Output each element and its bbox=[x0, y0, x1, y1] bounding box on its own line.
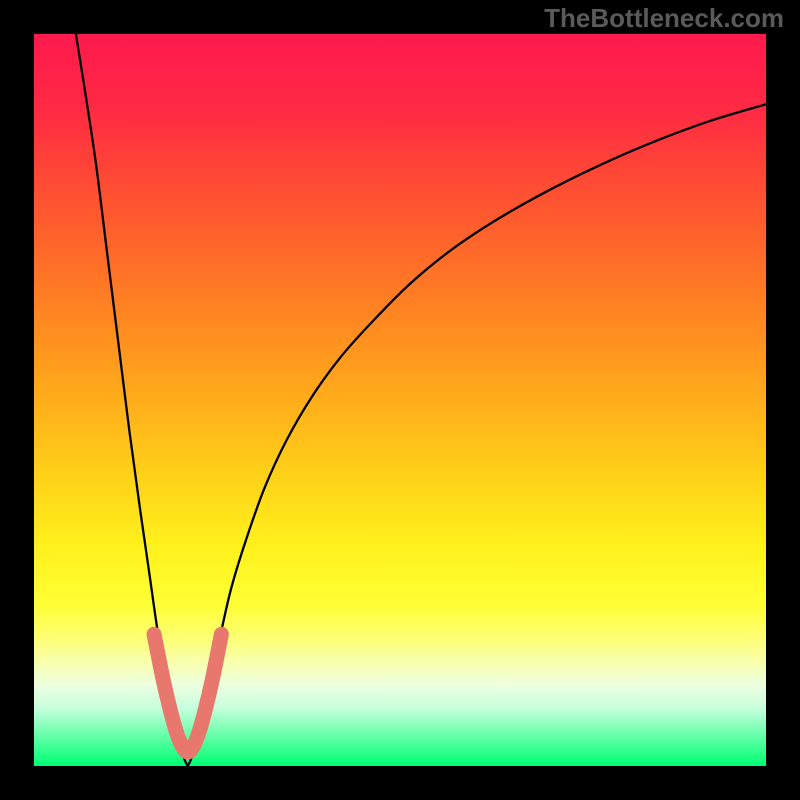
plot-svg bbox=[34, 34, 766, 766]
watermark-text: TheBottleneck.com bbox=[544, 3, 784, 34]
chart-frame: TheBottleneck.com bbox=[0, 0, 800, 800]
plot-area bbox=[34, 34, 766, 766]
